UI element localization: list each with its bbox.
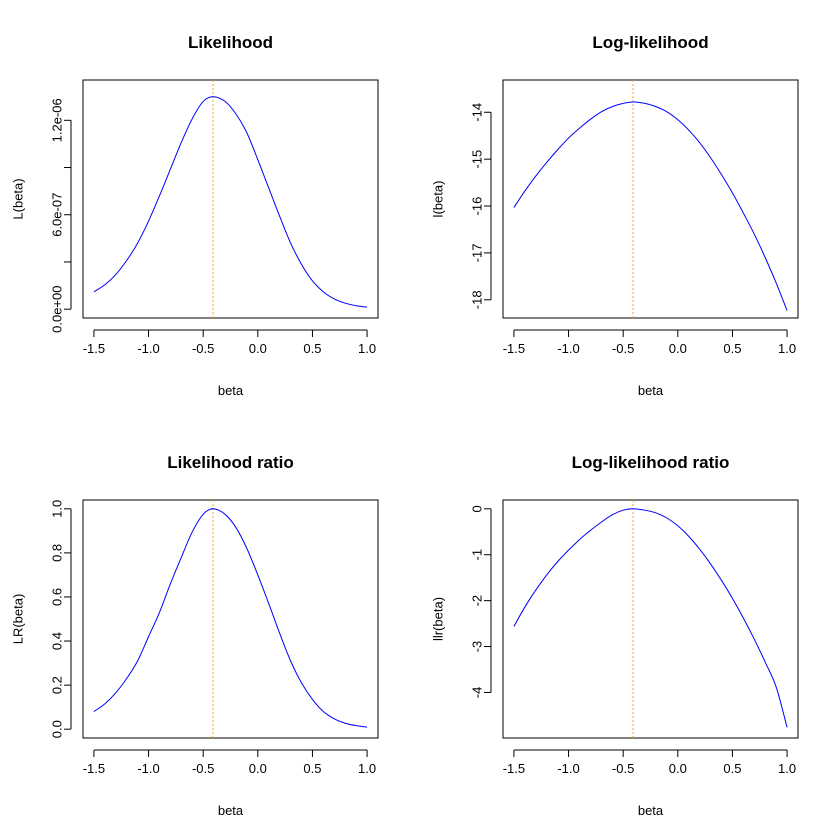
y-tick-label: 1.2e-06: [50, 98, 65, 142]
series-line-likelihood: [93, 96, 368, 308]
plot-frame: [502, 79, 799, 319]
x-tick-label: -0.5: [192, 761, 214, 776]
x-tick-label: -0.5: [192, 341, 214, 356]
x-axis-label: beta: [218, 383, 244, 398]
panel-likelihood-ratio: Likelihood ratio -1.5 -1.0 -0.5 0.0 0.5 1.0 0.0…: [11, 453, 379, 818]
series-line-log-likelihood-ratio: [513, 508, 788, 728]
x-tick-label: 1.0: [358, 761, 376, 776]
y-tick-label: -4: [470, 687, 485, 699]
y-tick-label: -18: [470, 290, 485, 309]
plot-frame: [502, 499, 799, 739]
chart-title: Likelihood: [188, 33, 273, 52]
chart-title: Log-likelihood: [592, 33, 708, 52]
y-tick-label: 0.2: [50, 676, 65, 694]
x-tick-label: -1.0: [137, 341, 159, 356]
y-tick-label: 0.6: [50, 588, 65, 606]
x-axis-label: beta: [638, 383, 664, 398]
x-tick-label: -1.0: [557, 341, 579, 356]
y-tick-label: -3: [470, 641, 485, 653]
x-tick-label: 0.0: [249, 341, 267, 356]
x-tick-label: 0.0: [669, 761, 687, 776]
x-tick-label: 0.0: [249, 761, 267, 776]
y-tick-label: -14: [470, 103, 485, 122]
x-tick-label: 0.5: [303, 341, 321, 356]
y-tick-label: 0.0: [50, 720, 65, 738]
x-tick-label: -1.0: [137, 761, 159, 776]
y-tick-label: 0.4: [50, 632, 65, 650]
y-tick-label: -17: [470, 244, 485, 263]
x-tick-label: -1.5: [83, 341, 105, 356]
x-tick-label: 1.0: [358, 341, 376, 356]
x-axis-label: beta: [218, 803, 244, 818]
x-axis-label: beta: [638, 803, 664, 818]
y-tick-label: 6.0e-07: [50, 193, 65, 237]
y-tick-label: 0: [470, 505, 485, 512]
x-tick-label: 0.0: [669, 341, 687, 356]
y-tick-label: -2: [470, 595, 485, 607]
panel-log-likelihood-ratio: Log-likelihood ratio -1.5 -1.0 -0.5 0.0 0.5 1.…: [431, 453, 799, 818]
y-tick-label: 1.0: [50, 500, 65, 518]
x-tick-label: -1.5: [503, 761, 525, 776]
plot-frame: [82, 79, 379, 319]
panel-log-likelihood: Log-likelihood -1.5 -1.0 -0.5 0.0 0.5 1.0 -18 -1…: [431, 33, 799, 398]
x-tick-label: 0.5: [723, 761, 741, 776]
y-axis-label: LR(beta): [11, 594, 26, 645]
x-tick-label: 1.0: [778, 341, 796, 356]
y-axis-label: l(beta): [431, 181, 446, 218]
x-tick-label: -1.5: [503, 341, 525, 356]
x-tick-label: 1.0: [778, 761, 796, 776]
x-tick-label: -1.5: [83, 761, 105, 776]
y-tick-label: 0.8: [50, 544, 65, 562]
series-line-likelihood-ratio: [93, 508, 368, 728]
y-tick-label: -15: [470, 150, 485, 169]
x-tick-label: -0.5: [612, 761, 634, 776]
x-tick-label: 0.5: [303, 761, 321, 776]
y-axis-label: L(beta): [11, 178, 26, 219]
panel-likelihood: Likelihood -1.5 -1.0 -0.5 0.0 0.5 1.0 0.0e+00 6.…: [11, 33, 379, 398]
y-tick-label: 0.0e+00: [50, 286, 65, 333]
chart-title: Log-likelihood ratio: [572, 453, 730, 472]
y-axis-label: llr(beta): [431, 597, 446, 641]
plot-frame: [82, 499, 379, 739]
y-tick-label: -16: [470, 197, 485, 216]
chart-title: Likelihood ratio: [167, 453, 294, 472]
x-tick-label: -0.5: [612, 341, 634, 356]
series-line-log-likelihood: [513, 101, 788, 311]
x-tick-label: -1.0: [557, 761, 579, 776]
y-tick-label: -1: [470, 549, 485, 561]
x-tick-label: 0.5: [723, 341, 741, 356]
